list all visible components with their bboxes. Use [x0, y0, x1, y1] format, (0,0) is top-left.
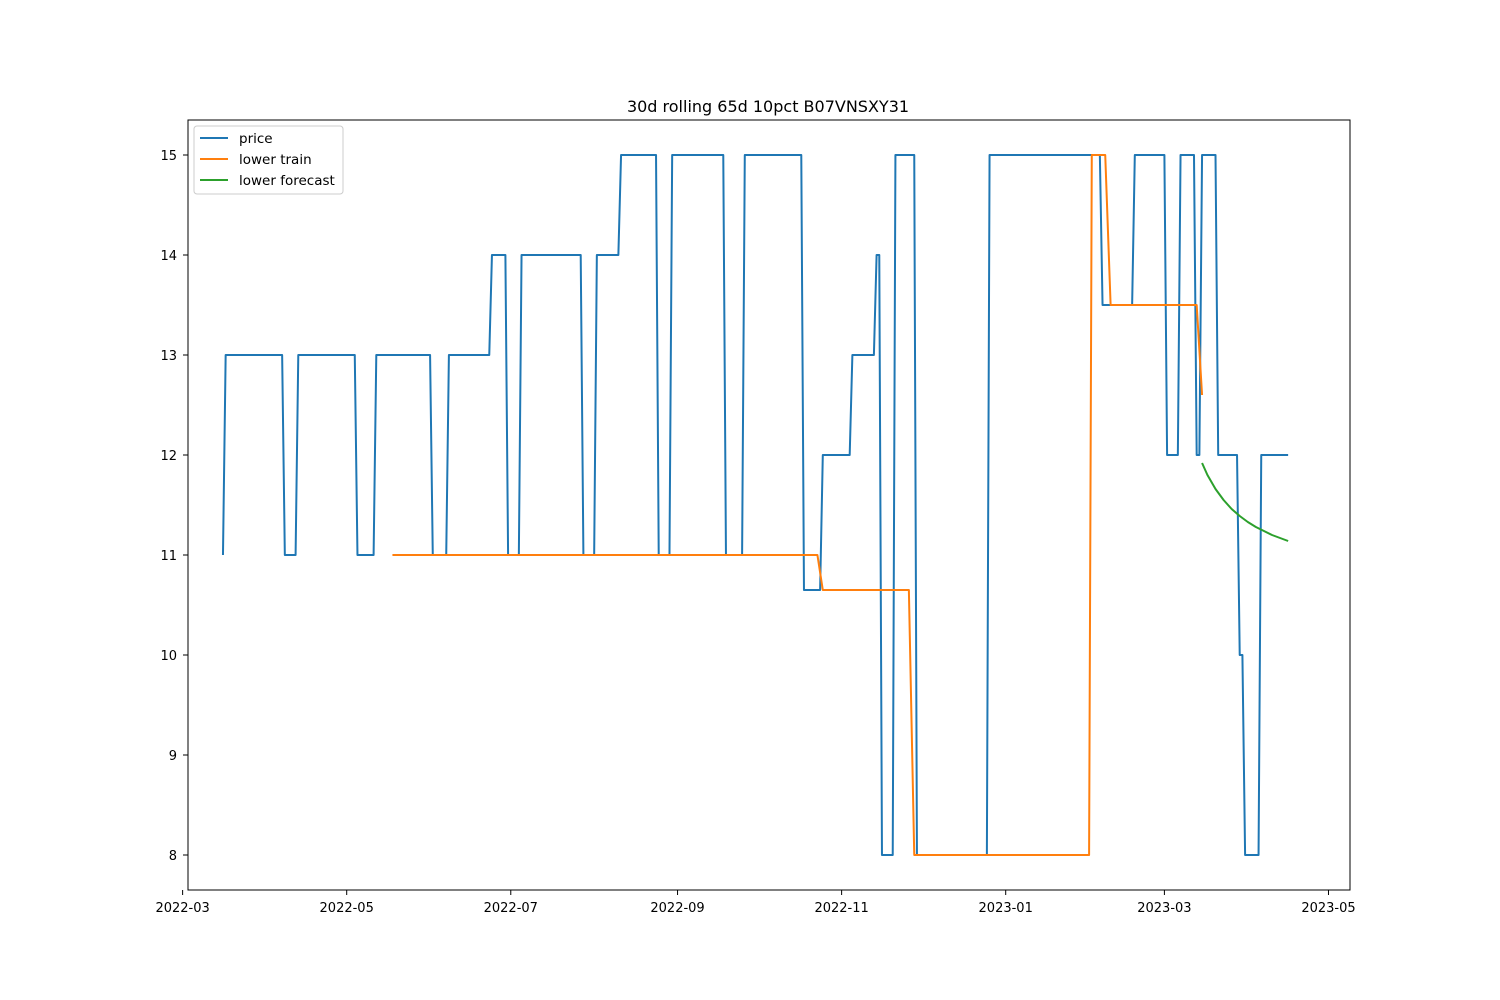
series-line-lower-forecast: [1201, 462, 1289, 542]
axes-frame: [187, 119, 1351, 891]
chart-title: 30d rolling 65d 10pct B07VNSXY31: [627, 97, 909, 116]
y-tick-label: 12: [160, 449, 177, 464]
y-tick-label: 8: [169, 849, 177, 864]
legend-box: [193, 125, 344, 195]
series-line-lower-train: [392, 154, 1204, 856]
series-group: [221, 154, 1289, 856]
x-tick-label: 2023-05: [1301, 901, 1355, 916]
x-tick-label: 2022-07: [484, 901, 538, 916]
x-tick-label: 2023-03: [1137, 901, 1191, 916]
x-tick-label: 2022-09: [650, 901, 704, 916]
y-tick-label: 14: [160, 249, 177, 264]
x-tick-label: 2022-05: [320, 901, 374, 916]
legend-label: lower train: [239, 152, 312, 168]
y-tick-label: 10: [160, 649, 177, 664]
y-axis: 8 9 10 11 12 13 14 15: [160, 149, 188, 864]
y-tick-label: 13: [160, 349, 177, 364]
x-axis: 2022-03 2022-05 2022-07 2022-09 2022-11 2023-…: [155, 890, 1356, 916]
y-tick-label: 11: [160, 549, 177, 564]
x-tick-label: 2022-03: [155, 901, 209, 916]
y-tick-label: 15: [160, 149, 177, 164]
x-tick-label: 2022-11: [814, 901, 868, 916]
legend: price lower train lower forecast: [193, 125, 344, 195]
legend-label: price: [239, 131, 273, 147]
x-tick-label: 2023-01: [979, 901, 1033, 916]
y-tick-label: 9: [169, 749, 177, 764]
legend-label: lower forecast: [239, 173, 335, 189]
